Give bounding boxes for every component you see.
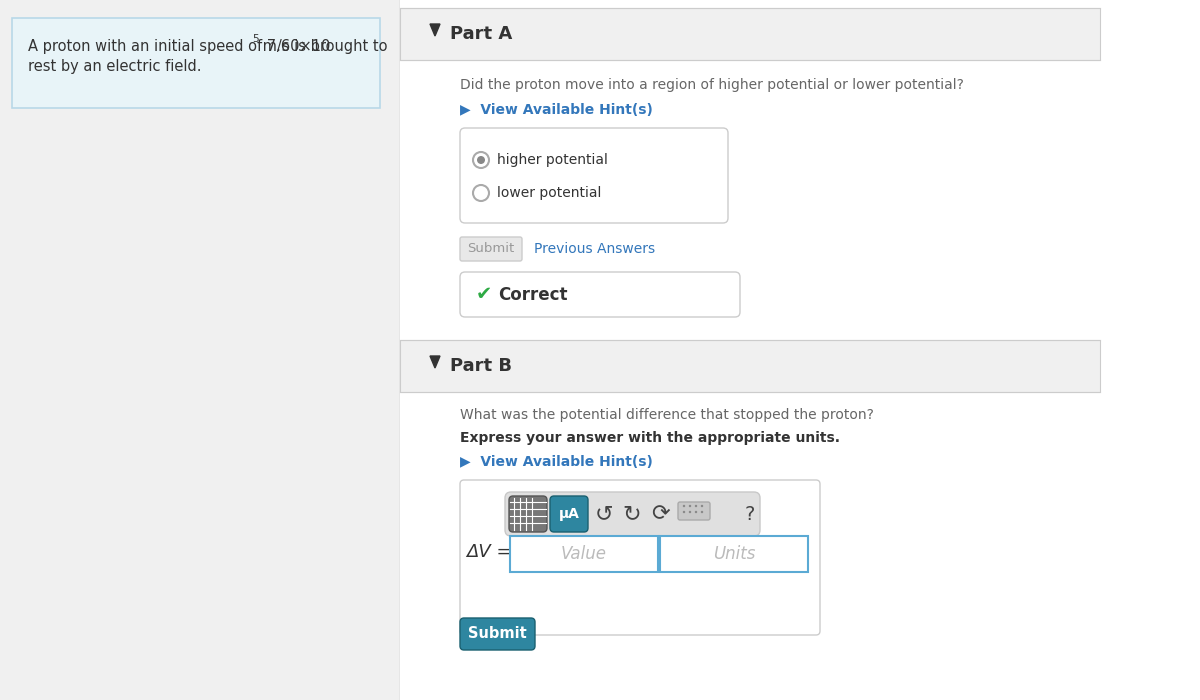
Polygon shape <box>430 356 440 368</box>
Text: Part A: Part A <box>450 25 512 43</box>
Text: higher potential: higher potential <box>497 153 608 167</box>
Text: m/s is brought to: m/s is brought to <box>258 39 388 55</box>
Text: ?: ? <box>745 505 755 524</box>
FancyBboxPatch shape <box>678 502 710 520</box>
Text: ⟳: ⟳ <box>650 504 670 524</box>
FancyBboxPatch shape <box>460 128 728 223</box>
Text: ↻: ↻ <box>623 504 641 524</box>
FancyBboxPatch shape <box>460 480 820 635</box>
Bar <box>660 536 808 572</box>
Bar <box>400 8 1100 60</box>
FancyBboxPatch shape <box>550 496 588 532</box>
Text: A proton with an initial speed of 7.60×10: A proton with an initial speed of 7.60×1… <box>28 39 330 55</box>
Text: Value: Value <box>562 545 607 563</box>
FancyBboxPatch shape <box>460 618 535 650</box>
Text: ↺: ↺ <box>595 504 613 524</box>
Text: ▶  View Available Hint(s): ▶ View Available Hint(s) <box>460 455 653 469</box>
Circle shape <box>701 505 703 508</box>
Text: Previous Answers: Previous Answers <box>534 242 655 256</box>
Circle shape <box>473 185 490 201</box>
Text: What was the potential difference that stopped the proton?: What was the potential difference that s… <box>460 408 874 422</box>
Circle shape <box>478 156 485 164</box>
Text: Part B: Part B <box>450 357 512 375</box>
Circle shape <box>695 511 697 513</box>
Circle shape <box>689 511 691 513</box>
Text: Did the proton move into a region of higher potential or lower potential?: Did the proton move into a region of hig… <box>460 78 964 92</box>
Text: lower potential: lower potential <box>497 186 601 200</box>
Circle shape <box>701 511 703 513</box>
Circle shape <box>683 511 685 513</box>
Circle shape <box>695 505 697 508</box>
Polygon shape <box>430 24 440 36</box>
Bar <box>400 0 1200 700</box>
Text: rest by an electric field.: rest by an electric field. <box>28 59 202 74</box>
Bar <box>510 536 658 572</box>
Text: 5: 5 <box>252 34 259 44</box>
FancyBboxPatch shape <box>460 237 522 261</box>
FancyBboxPatch shape <box>505 492 760 536</box>
Text: Correct: Correct <box>498 286 568 304</box>
Text: Submit: Submit <box>467 242 515 256</box>
Text: ✔: ✔ <box>476 286 492 304</box>
Text: Units: Units <box>713 545 755 563</box>
Bar <box>12 18 380 108</box>
Bar <box>400 340 1100 392</box>
Text: ΔV =: ΔV = <box>466 543 511 561</box>
Circle shape <box>473 152 490 168</box>
Circle shape <box>683 505 685 508</box>
Text: μA: μA <box>558 507 580 521</box>
Text: Submit: Submit <box>468 626 527 641</box>
Text: Express your answer with the appropriate units.: Express your answer with the appropriate… <box>460 431 840 445</box>
Text: ▶  View Available Hint(s): ▶ View Available Hint(s) <box>460 103 653 117</box>
FancyBboxPatch shape <box>460 272 740 317</box>
FancyBboxPatch shape <box>509 496 547 532</box>
Circle shape <box>689 505 691 508</box>
